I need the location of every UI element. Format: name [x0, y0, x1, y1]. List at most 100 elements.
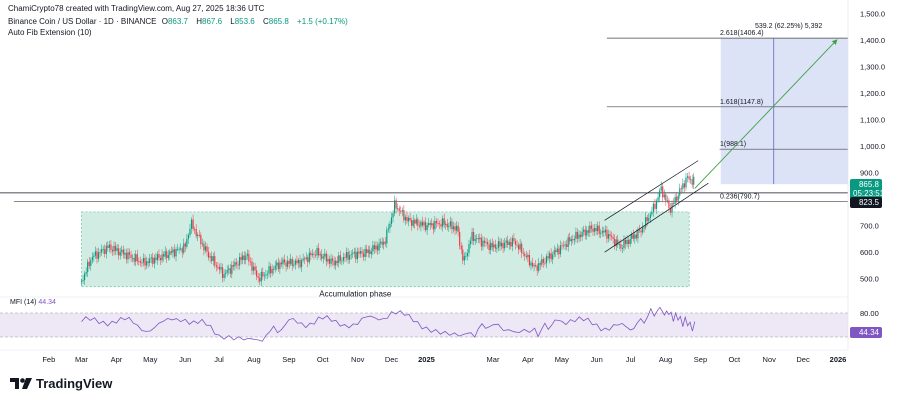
candle-body — [632, 234, 634, 239]
candle-body — [94, 251, 97, 256]
candle-body — [280, 262, 283, 265]
candle-body — [83, 273, 86, 281]
candle-body — [339, 255, 341, 261]
candle-body — [242, 255, 244, 261]
candle-body — [570, 239, 572, 242]
candle-body — [407, 217, 410, 222]
candle-body — [634, 234, 636, 239]
x-tick-label: Aug — [659, 355, 672, 364]
candle-body — [610, 236, 613, 238]
candle-body — [552, 254, 554, 260]
candle-body — [124, 252, 126, 255]
candle-body — [367, 249, 369, 254]
x-tick-label: Oct — [317, 355, 330, 364]
candle-body — [181, 248, 183, 253]
candle-body — [184, 243, 186, 247]
countdown-value: 05:23:51 — [853, 189, 885, 198]
candle-body — [209, 256, 211, 258]
candle-body — [494, 244, 496, 249]
candle-body — [319, 254, 321, 256]
candle-body — [584, 229, 586, 236]
chart-credit: ChamiCrypto78 created with TradingView.c… — [8, 4, 265, 13]
candle-body — [257, 276, 259, 278]
candle-body — [421, 221, 424, 226]
symbol-header: Binance Coin / US Dollar · 1D · BINANCE … — [8, 17, 351, 26]
candles-group — [80, 171, 695, 287]
candle-body — [313, 253, 315, 255]
candle-body — [606, 229, 608, 239]
candle-body — [223, 273, 225, 278]
candle-body — [386, 229, 388, 244]
x-tick-label: Jul — [626, 355, 636, 364]
x-tick-label: Aug — [247, 355, 260, 364]
fib-level-label: 1(988.1) — [720, 141, 746, 148]
candle-body — [299, 259, 301, 268]
candle-body — [615, 239, 617, 247]
candle-body — [629, 238, 631, 245]
candle-body — [469, 240, 472, 245]
x-tick-label: Dec — [385, 355, 399, 364]
candle-body — [87, 261, 89, 273]
candle-body — [355, 251, 357, 260]
candle-body — [513, 238, 515, 241]
channel-upper-line — [604, 160, 699, 221]
candle-body — [680, 188, 682, 190]
candle-body — [649, 214, 651, 218]
candle-body — [452, 226, 455, 230]
candle-body — [273, 269, 275, 270]
candle-body — [638, 229, 641, 231]
candle-body — [522, 253, 524, 254]
candle-body — [562, 245, 565, 247]
tradingview-logo[interactable]: TradingView — [10, 376, 112, 391]
last-price-value: 865.8 — [858, 180, 879, 189]
candle-body — [324, 253, 326, 257]
candle-body — [99, 252, 101, 254]
candle-body — [424, 222, 427, 231]
candle-body — [403, 210, 405, 221]
y-tick-label: 900.0 — [860, 169, 879, 178]
candle-body — [251, 261, 253, 271]
mfi-tick-label: 80.00 — [860, 309, 879, 318]
x-tick-label: Feb — [42, 355, 55, 364]
candle-body — [521, 243, 523, 254]
candle-body — [668, 200, 670, 208]
candle-body — [338, 255, 340, 264]
candle-body — [159, 257, 162, 261]
candle-body — [604, 229, 606, 233]
candle-body — [336, 260, 338, 264]
candle-body — [465, 256, 467, 257]
candle-body — [263, 275, 265, 277]
candle-body — [519, 243, 521, 250]
candle-body — [446, 223, 448, 228]
candle-body — [248, 253, 250, 262]
indicator-label[interactable]: Auto Fib Extension (10) — [8, 28, 92, 37]
candle-body — [556, 248, 558, 253]
candle-body — [268, 266, 270, 274]
candle-body — [412, 220, 414, 226]
candle-body — [624, 239, 627, 245]
candle-body — [211, 256, 213, 261]
candle-body — [88, 261, 90, 266]
candle-body — [659, 190, 661, 198]
candle-body — [144, 258, 146, 266]
x-tick-label: Jun — [591, 355, 603, 364]
candle-body — [645, 217, 647, 228]
candle-body — [442, 218, 444, 227]
candle-body — [685, 177, 687, 188]
candle-body — [459, 232, 461, 246]
candle-body — [533, 265, 535, 267]
candle-body — [423, 222, 425, 226]
candle-body — [682, 183, 684, 190]
candle-body — [183, 243, 185, 253]
candle-body — [375, 245, 377, 250]
accumulation-zone — [81, 211, 690, 288]
y-tick-label: 700.0 — [860, 222, 879, 231]
candle-body — [603, 230, 605, 233]
candle-body — [350, 254, 352, 256]
candle-body — [510, 241, 512, 247]
candle-body — [686, 176, 689, 178]
candle-body — [415, 219, 417, 224]
candle-body — [314, 254, 317, 256]
candle-body — [246, 253, 248, 256]
